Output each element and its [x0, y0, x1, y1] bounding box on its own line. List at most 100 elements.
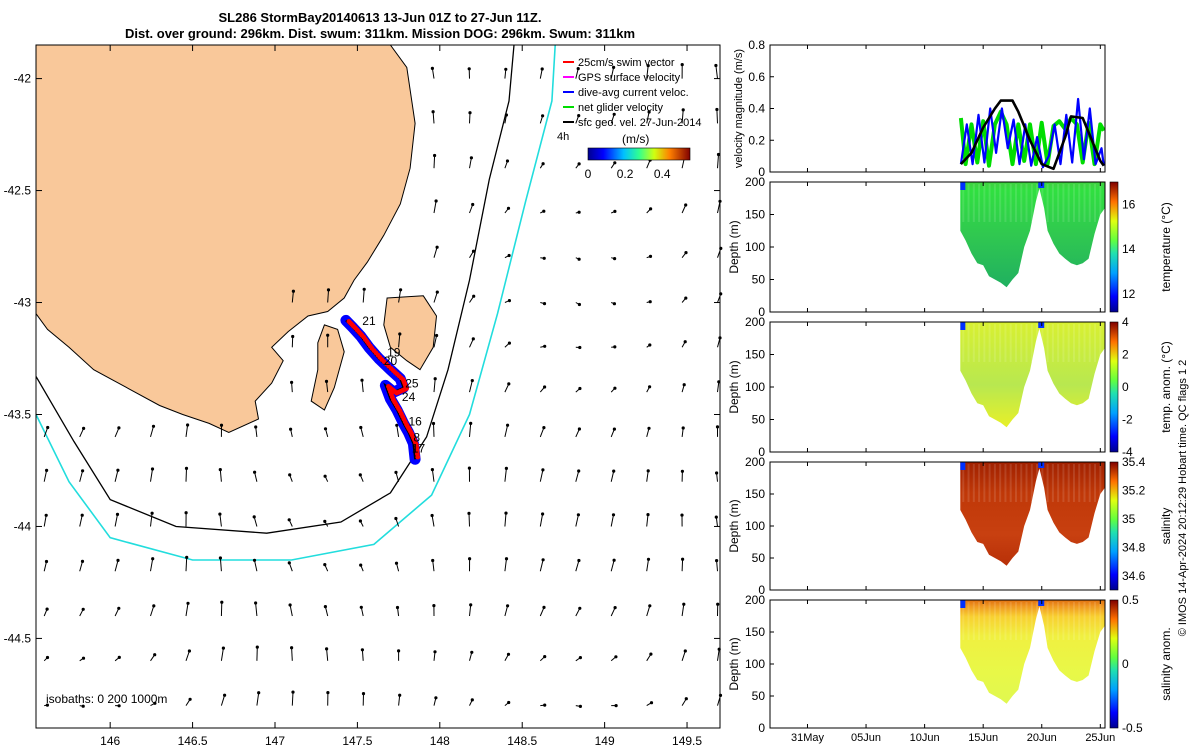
velocity-vector-head: [614, 704, 618, 708]
velocity-vector-head: [505, 159, 510, 163]
velocity-vector: [681, 109, 684, 124]
salinity-surface-notch: [960, 462, 966, 470]
velocity-vector-head: [680, 469, 685, 473]
velocity-vector-head: [715, 471, 719, 475]
velocity-vector-head: [684, 203, 688, 207]
velocity-vector: [433, 155, 436, 169]
velocity-vector: [114, 470, 119, 482]
velocity-vector-head: [541, 558, 545, 562]
velocity-vector: [185, 468, 187, 482]
velocity-vector-head: [683, 649, 687, 653]
velocity-vector: [575, 68, 579, 79]
velocity-vector: [398, 333, 401, 348]
velocity-vector: [610, 470, 615, 482]
tasman-peninsula: [383, 295, 438, 371]
velocity-vector-head: [470, 698, 474, 702]
velocity-vector-head: [218, 512, 222, 516]
velocity-vector: [291, 382, 293, 393]
velocity-vector-head: [542, 426, 546, 430]
velocity-vector: [219, 469, 222, 482]
velocity-vector: [646, 559, 649, 572]
velocity-vector: [185, 650, 190, 661]
velocity-vector-head: [578, 656, 583, 660]
velocity-vector-head: [326, 691, 330, 695]
velocity-vector: [681, 604, 685, 617]
velocity-vector-head: [433, 377, 437, 381]
velocity-vector-head: [188, 697, 192, 701]
velocity-vector-head: [361, 692, 366, 696]
track-day-label: 17: [412, 442, 426, 456]
temp-anomaly-ylabel: Depth (m): [727, 360, 741, 413]
salinity-anomaly-ytick-label: 50: [752, 689, 766, 703]
velocity-vector-head: [186, 423, 190, 427]
temperature-colorbar-tick: 14: [1122, 242, 1136, 256]
velocity-vector-head: [507, 341, 511, 345]
velocity-series-2: [959, 99, 1105, 171]
velocity-vector: [539, 469, 544, 482]
salinity-anomaly-surface-notch: [960, 600, 966, 608]
velocity-vector: [114, 560, 119, 572]
velocity-vector: [715, 65, 718, 79]
velocity-vector-head: [184, 466, 189, 470]
velocity-vector-head: [291, 289, 295, 293]
velocity-vector-head: [434, 696, 438, 700]
velocity-vector: [185, 557, 188, 572]
velocity-vector-head: [397, 649, 401, 653]
salinity-colorbar-tick: 34.6: [1122, 569, 1146, 583]
temperature-ylabel: Depth (m): [727, 220, 741, 273]
velocity-vector-head: [507, 700, 511, 705]
velocity-vector: [256, 692, 260, 706]
velocity-vector-head: [187, 649, 191, 653]
speed-colorbar-label: (m/s): [622, 132, 649, 146]
velocity-vector: [114, 427, 120, 438]
velocity-vector-head: [398, 693, 402, 697]
speed-colorbar-tick: 0: [585, 167, 592, 181]
speed-colorbar: [587, 147, 691, 161]
velocity-ytick-label: 0: [758, 165, 765, 179]
velocity-vector-head: [543, 385, 547, 389]
velocity-vector: [469, 604, 472, 617]
salinity-anomaly-colorbar-tick: 0.5: [1122, 593, 1139, 607]
velocity-vector: [254, 472, 258, 482]
map-frame: [35, 44, 721, 729]
velocity-vector-head: [432, 604, 436, 608]
velocity-vector-head: [358, 519, 362, 523]
velocity-vector: [398, 289, 402, 303]
velocity-vector: [326, 381, 329, 393]
velocity-vector: [431, 515, 435, 527]
track-day-label: 21: [362, 314, 376, 328]
temp-anomaly-ytick-label: 150: [745, 348, 765, 362]
velocity-vector: [539, 513, 544, 527]
salinity-anomaly-ytick-label: 150: [745, 625, 765, 639]
velocity-vector-head: [647, 110, 651, 114]
velocity-vector-head: [81, 656, 86, 660]
velocity-vector-head: [507, 382, 511, 386]
swim-vector-marker: [415, 454, 421, 460]
temp-anomaly-section: [960, 322, 1105, 428]
velocity-vector-head: [612, 427, 617, 431]
velocity-vector: [433, 247, 438, 258]
velocity-vector: [469, 380, 473, 393]
velocity-vector-head: [467, 511, 471, 515]
velocity-vector-head: [150, 511, 154, 515]
velocity-vector-head: [646, 64, 650, 68]
velocity-vector-head: [506, 206, 511, 210]
velocity-vector: [114, 514, 118, 527]
velocity-vector-head: [507, 299, 511, 303]
velocity-vector: [539, 68, 543, 79]
salinity-anomaly-ytick-label: 0: [758, 721, 765, 735]
salinity-ytick-label: 100: [745, 519, 765, 533]
velocity-vector-head: [252, 515, 256, 519]
salinity-ytick-label: 200: [745, 455, 765, 469]
velocity-vector: [150, 513, 153, 527]
map-ytick-label: -42: [14, 72, 32, 86]
velocity-vector-head: [469, 156, 473, 160]
velocity-vector-head: [117, 704, 121, 708]
salinity-anomaly-ytick-label: 200: [745, 593, 765, 607]
velocity-vector-head: [45, 703, 50, 707]
velocity-vector-head: [254, 425, 258, 429]
velocity-vector-head: [252, 558, 257, 562]
velocity-vector-head: [577, 558, 581, 563]
velocity-vector-head: [684, 296, 688, 300]
